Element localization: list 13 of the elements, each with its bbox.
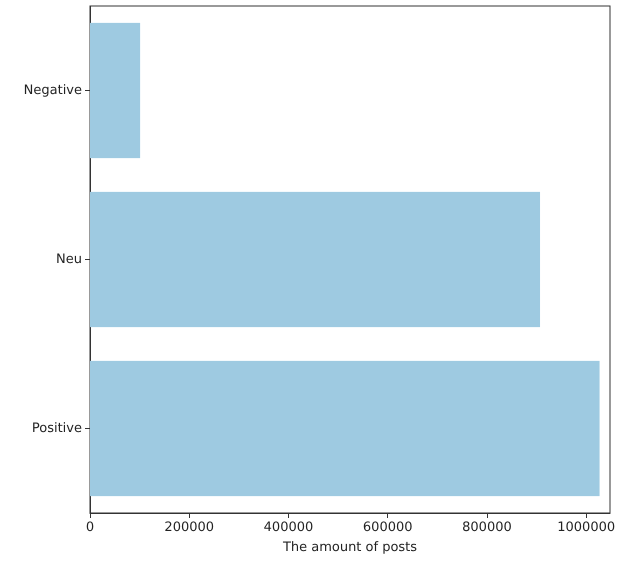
x-tick-label: 1000000	[557, 520, 616, 535]
x-tick-label: 0	[86, 520, 94, 535]
x-tick-label: 200000	[164, 520, 214, 535]
y-tick-label: Neu	[56, 252, 82, 267]
y-tick-label: Negative	[24, 83, 82, 98]
x-tick-label: 600000	[362, 520, 413, 535]
bar	[90, 360, 600, 496]
y-tick-label: Positive	[32, 421, 82, 436]
bar	[90, 22, 140, 158]
x-axis-title: The amount of posts	[282, 540, 418, 555]
x-tick-label: 400000	[264, 520, 314, 535]
bar	[90, 192, 540, 328]
x-tick-label: 800000	[462, 520, 512, 535]
